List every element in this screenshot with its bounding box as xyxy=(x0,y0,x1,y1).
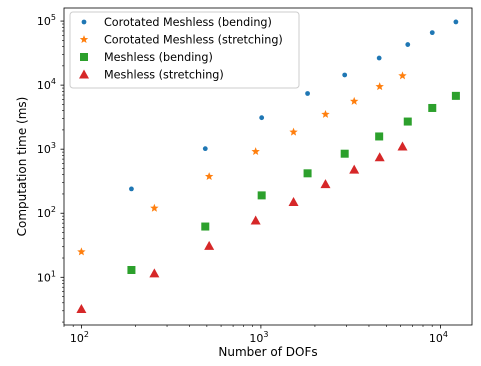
x-tick-base: 10 xyxy=(429,332,443,345)
series-0-point-6 xyxy=(405,42,411,47)
legend-label-2: Meshless (bending) xyxy=(104,51,213,64)
y-tick-label-2: 103 xyxy=(37,141,56,156)
series-2-point-7 xyxy=(428,103,437,112)
series-3-point-3 xyxy=(250,215,261,225)
series-1-point-2 xyxy=(204,172,214,181)
legend-marker-0 xyxy=(81,19,87,25)
x-tick-base: 10 xyxy=(249,332,263,345)
y-tick-base: 10 xyxy=(37,143,51,156)
y-tick-label-0: 101 xyxy=(37,269,56,284)
y-tick-base: 10 xyxy=(37,79,51,92)
x-tick-exponent: 2 xyxy=(84,330,89,339)
series-1-point-5 xyxy=(321,109,330,118)
series-3-point-7 xyxy=(374,152,385,162)
series-0-point-0 xyxy=(129,186,134,192)
series-2-point-0 xyxy=(127,265,136,274)
series-1 xyxy=(77,71,407,256)
plot-frame xyxy=(63,7,473,326)
legend-box xyxy=(69,11,300,89)
series-0-point-3 xyxy=(305,91,310,96)
series-1-point-6 xyxy=(350,96,359,105)
y-tick-base: 10 xyxy=(37,15,51,28)
x-axis-label: Number of DOFs xyxy=(218,345,317,359)
series-3-point-1 xyxy=(149,268,160,278)
x-tick-label-1: 103 xyxy=(249,330,268,345)
legend-entry-0: Corotated Meshless (bending) xyxy=(81,16,272,29)
legend-marker-1 xyxy=(79,35,89,44)
y-tick-base: 10 xyxy=(37,207,51,220)
y-tick-exponent: 2 xyxy=(51,205,56,214)
series-3-point-6 xyxy=(349,164,360,174)
legend-entry-3: Meshless (stretching) xyxy=(79,69,224,82)
legend-label-0: Corotated Meshless (bending) xyxy=(104,16,272,29)
series-1-point-8 xyxy=(398,71,407,80)
legend-label-3: Meshless (stretching) xyxy=(104,69,224,82)
series-2-point-4 xyxy=(340,149,349,158)
legend-marker-3 xyxy=(79,69,89,79)
y-tick-base: 10 xyxy=(37,271,51,284)
series-1-point-4 xyxy=(289,127,298,136)
y-tick-exponent: 3 xyxy=(51,141,56,150)
series-0-point-7 xyxy=(429,30,435,36)
y-tick-label-3: 104 xyxy=(37,77,56,92)
legend-entry-1: Corotated Meshless (stretching) xyxy=(79,34,283,47)
series-0-point-1 xyxy=(202,146,208,152)
series-1-point-1 xyxy=(150,203,159,212)
series-3-point-8 xyxy=(397,141,408,151)
series-0-point-4 xyxy=(342,72,348,78)
series-1-point-0 xyxy=(77,247,86,256)
y-tick-label-4: 105 xyxy=(37,13,56,28)
legend-marker-2 xyxy=(80,53,88,61)
series-1-point-3 xyxy=(251,147,260,156)
series-3-point-5 xyxy=(320,179,331,189)
y-tick-exponent: 1 xyxy=(51,269,56,278)
series-2-point-1 xyxy=(201,222,210,231)
series-2-point-3 xyxy=(303,169,312,178)
series-2-point-6 xyxy=(403,117,412,126)
legend: Corotated Meshless (bending) Corotated Me… xyxy=(69,11,300,89)
data-points xyxy=(76,19,460,313)
series-2-point-8 xyxy=(451,91,460,100)
y-tick-exponent: 4 xyxy=(51,77,56,86)
series-2-point-5 xyxy=(375,132,384,141)
series-2-point-2 xyxy=(257,191,266,200)
series-3 xyxy=(76,141,408,313)
x-tick-label-2: 104 xyxy=(429,330,448,345)
series-3-point-4 xyxy=(288,196,299,206)
series-3-point-2 xyxy=(204,240,215,250)
legend-entry-2: Meshless (bending) xyxy=(80,51,213,64)
y-axis-label: Computation time (ms) xyxy=(15,97,29,237)
series-3-point-0 xyxy=(76,303,87,313)
legend-label-1: Corotated Meshless (stretching) xyxy=(104,34,283,47)
series-0-point-2 xyxy=(259,115,265,121)
x-tick-base: 10 xyxy=(70,332,84,345)
y-tick-label-1: 102 xyxy=(37,205,56,220)
x-tick-label-0: 102 xyxy=(70,330,89,345)
legend-items: Corotated Meshless (bending) Corotated Me… xyxy=(79,16,283,82)
series-1-point-7 xyxy=(375,82,384,91)
y-tick-exponent: 5 xyxy=(51,13,56,22)
series-2 xyxy=(127,91,460,274)
series-0-point-5 xyxy=(376,55,382,61)
x-tick-exponent: 4 xyxy=(443,330,448,339)
x-tick-exponent: 3 xyxy=(263,330,268,339)
series-0-point-8 xyxy=(453,19,459,25)
series-0 xyxy=(129,19,459,192)
